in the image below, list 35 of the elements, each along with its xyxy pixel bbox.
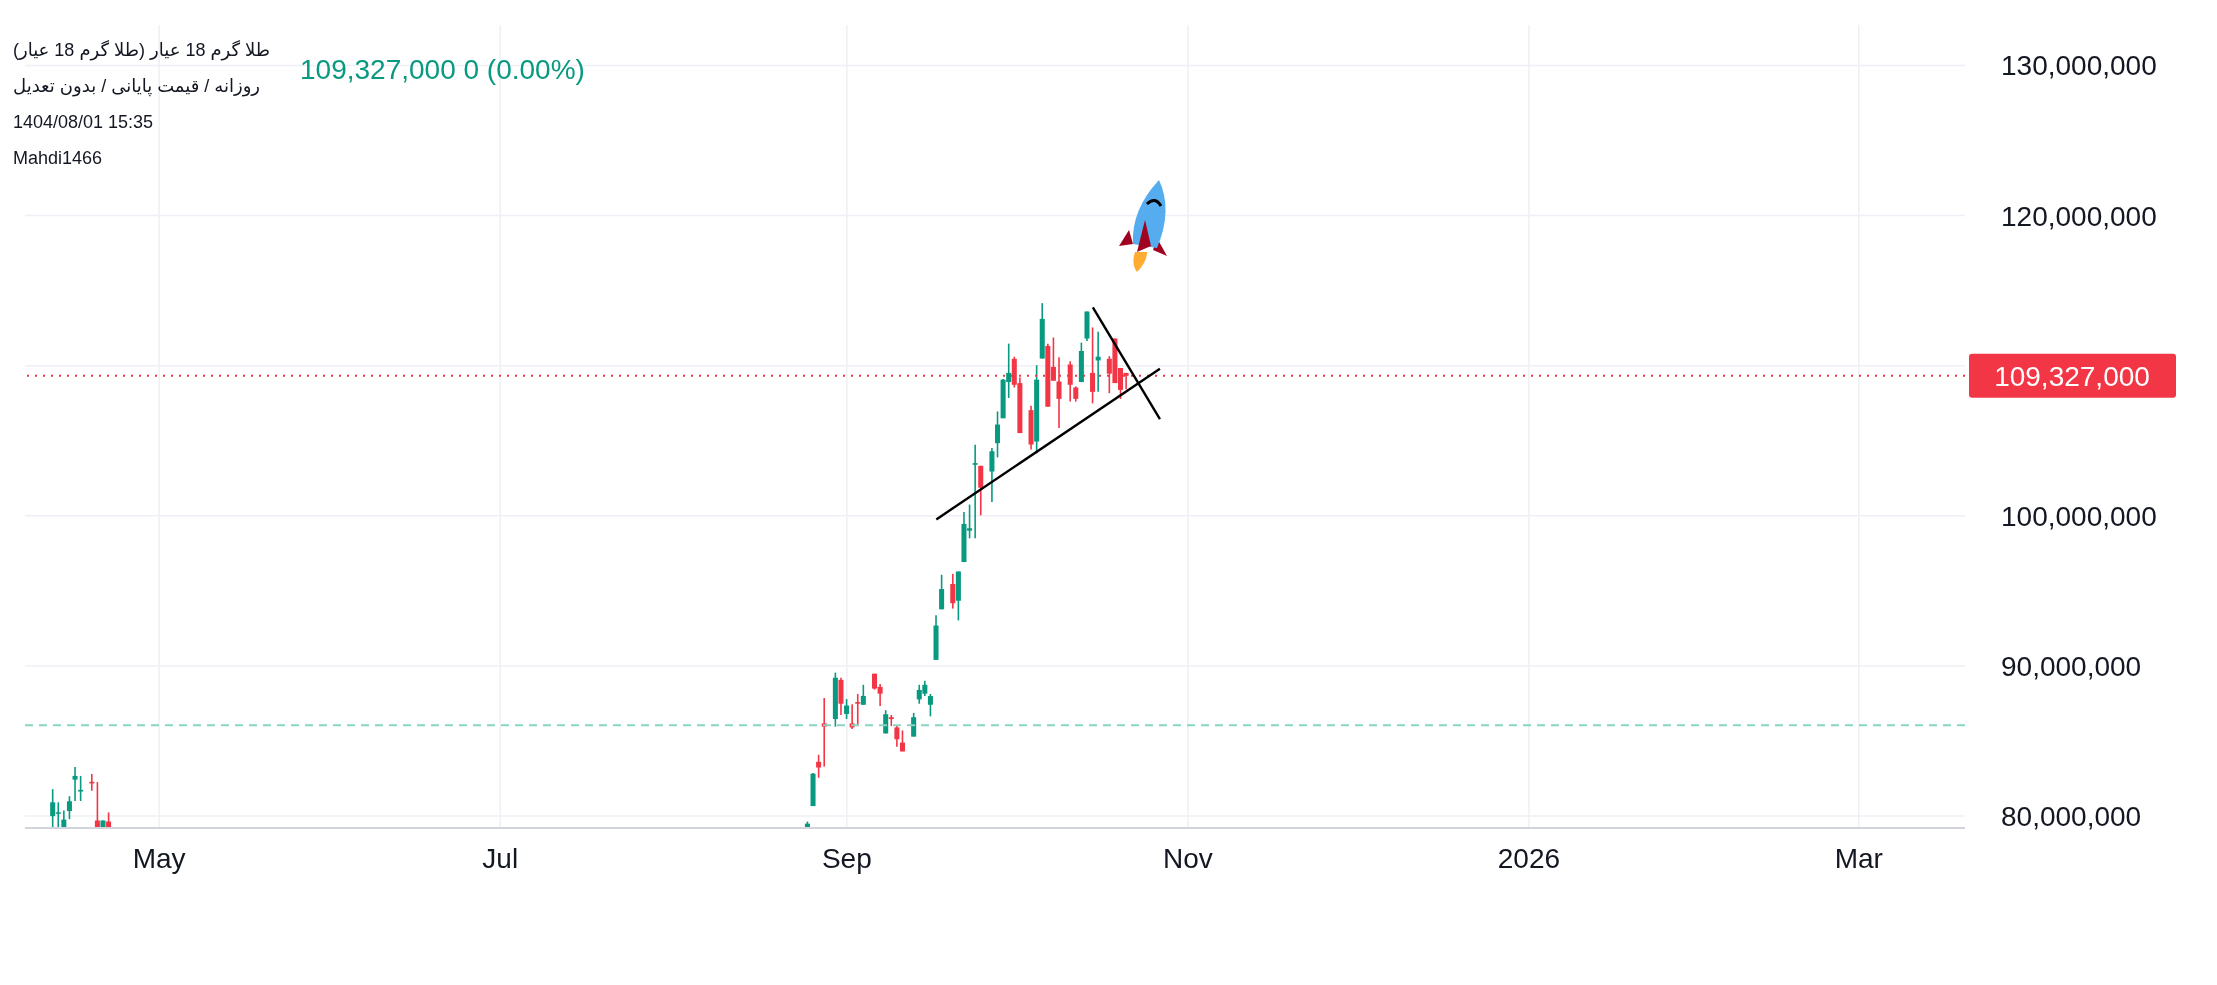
candlestick — [844, 698, 850, 720]
y-tick-label: 100,000,000 — [2001, 500, 2157, 532]
text: روزانه / قیمت پایانی / بدون تعدیل — [13, 75, 261, 99]
candlestick — [72, 766, 78, 802]
x-tick-label: Sep — [821, 842, 872, 874]
x-tick-label: May — [132, 842, 186, 874]
candlestick — [78, 775, 84, 802]
annotation: 109,327,000 0 (0.00%) — [300, 54, 585, 86]
candlestick — [972, 444, 978, 540]
candlestick — [939, 573, 945, 611]
candlestick — [816, 753, 822, 779]
candlestick — [888, 714, 894, 727]
x-tick-label: Jul — [482, 842, 519, 874]
x-tick-label: 2026 — [1497, 842, 1561, 874]
candlestick — [894, 725, 900, 748]
candlestick — [995, 410, 1001, 459]
candlestick — [94, 781, 100, 828]
y-tick-label: 80,000,000 — [2001, 800, 2142, 832]
x-tick-label: Mar — [1834, 842, 1883, 874]
ref-line-label: 109,327,000 — [1994, 360, 2150, 392]
annotation: Mahdi1466 — [13, 147, 104, 170]
x-tick-label: Nov — [1162, 842, 1213, 874]
y-tick-label: 90,000,000 — [2001, 650, 2142, 682]
candlestick — [855, 693, 861, 727]
annotation: 1404/08/01 15:35 — [13, 111, 155, 134]
candlestick — [978, 465, 984, 517]
candlestick — [927, 693, 933, 718]
text: طلا گرم 18 عیار (طلا گرم 18 عیار) — [13, 39, 271, 63]
y-tick-label: 120,000,000 — [2001, 200, 2157, 232]
candlestick — [66, 795, 72, 820]
candlestick — [950, 573, 956, 610]
candlestick — [838, 676, 844, 716]
y-tick-label: 130,000,000 — [2001, 50, 2157, 82]
candlestick — [860, 684, 866, 706]
candlestick — [989, 447, 995, 503]
